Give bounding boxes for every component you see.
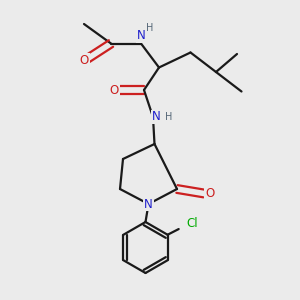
Text: N: N <box>136 28 146 42</box>
Text: H: H <box>146 23 154 33</box>
Text: O: O <box>110 83 118 97</box>
Text: Cl: Cl <box>187 218 198 230</box>
Text: H: H <box>165 112 172 122</box>
Text: N: N <box>144 197 153 211</box>
Text: O: O <box>80 53 88 67</box>
Text: O: O <box>206 187 214 200</box>
Text: N: N <box>152 110 161 124</box>
